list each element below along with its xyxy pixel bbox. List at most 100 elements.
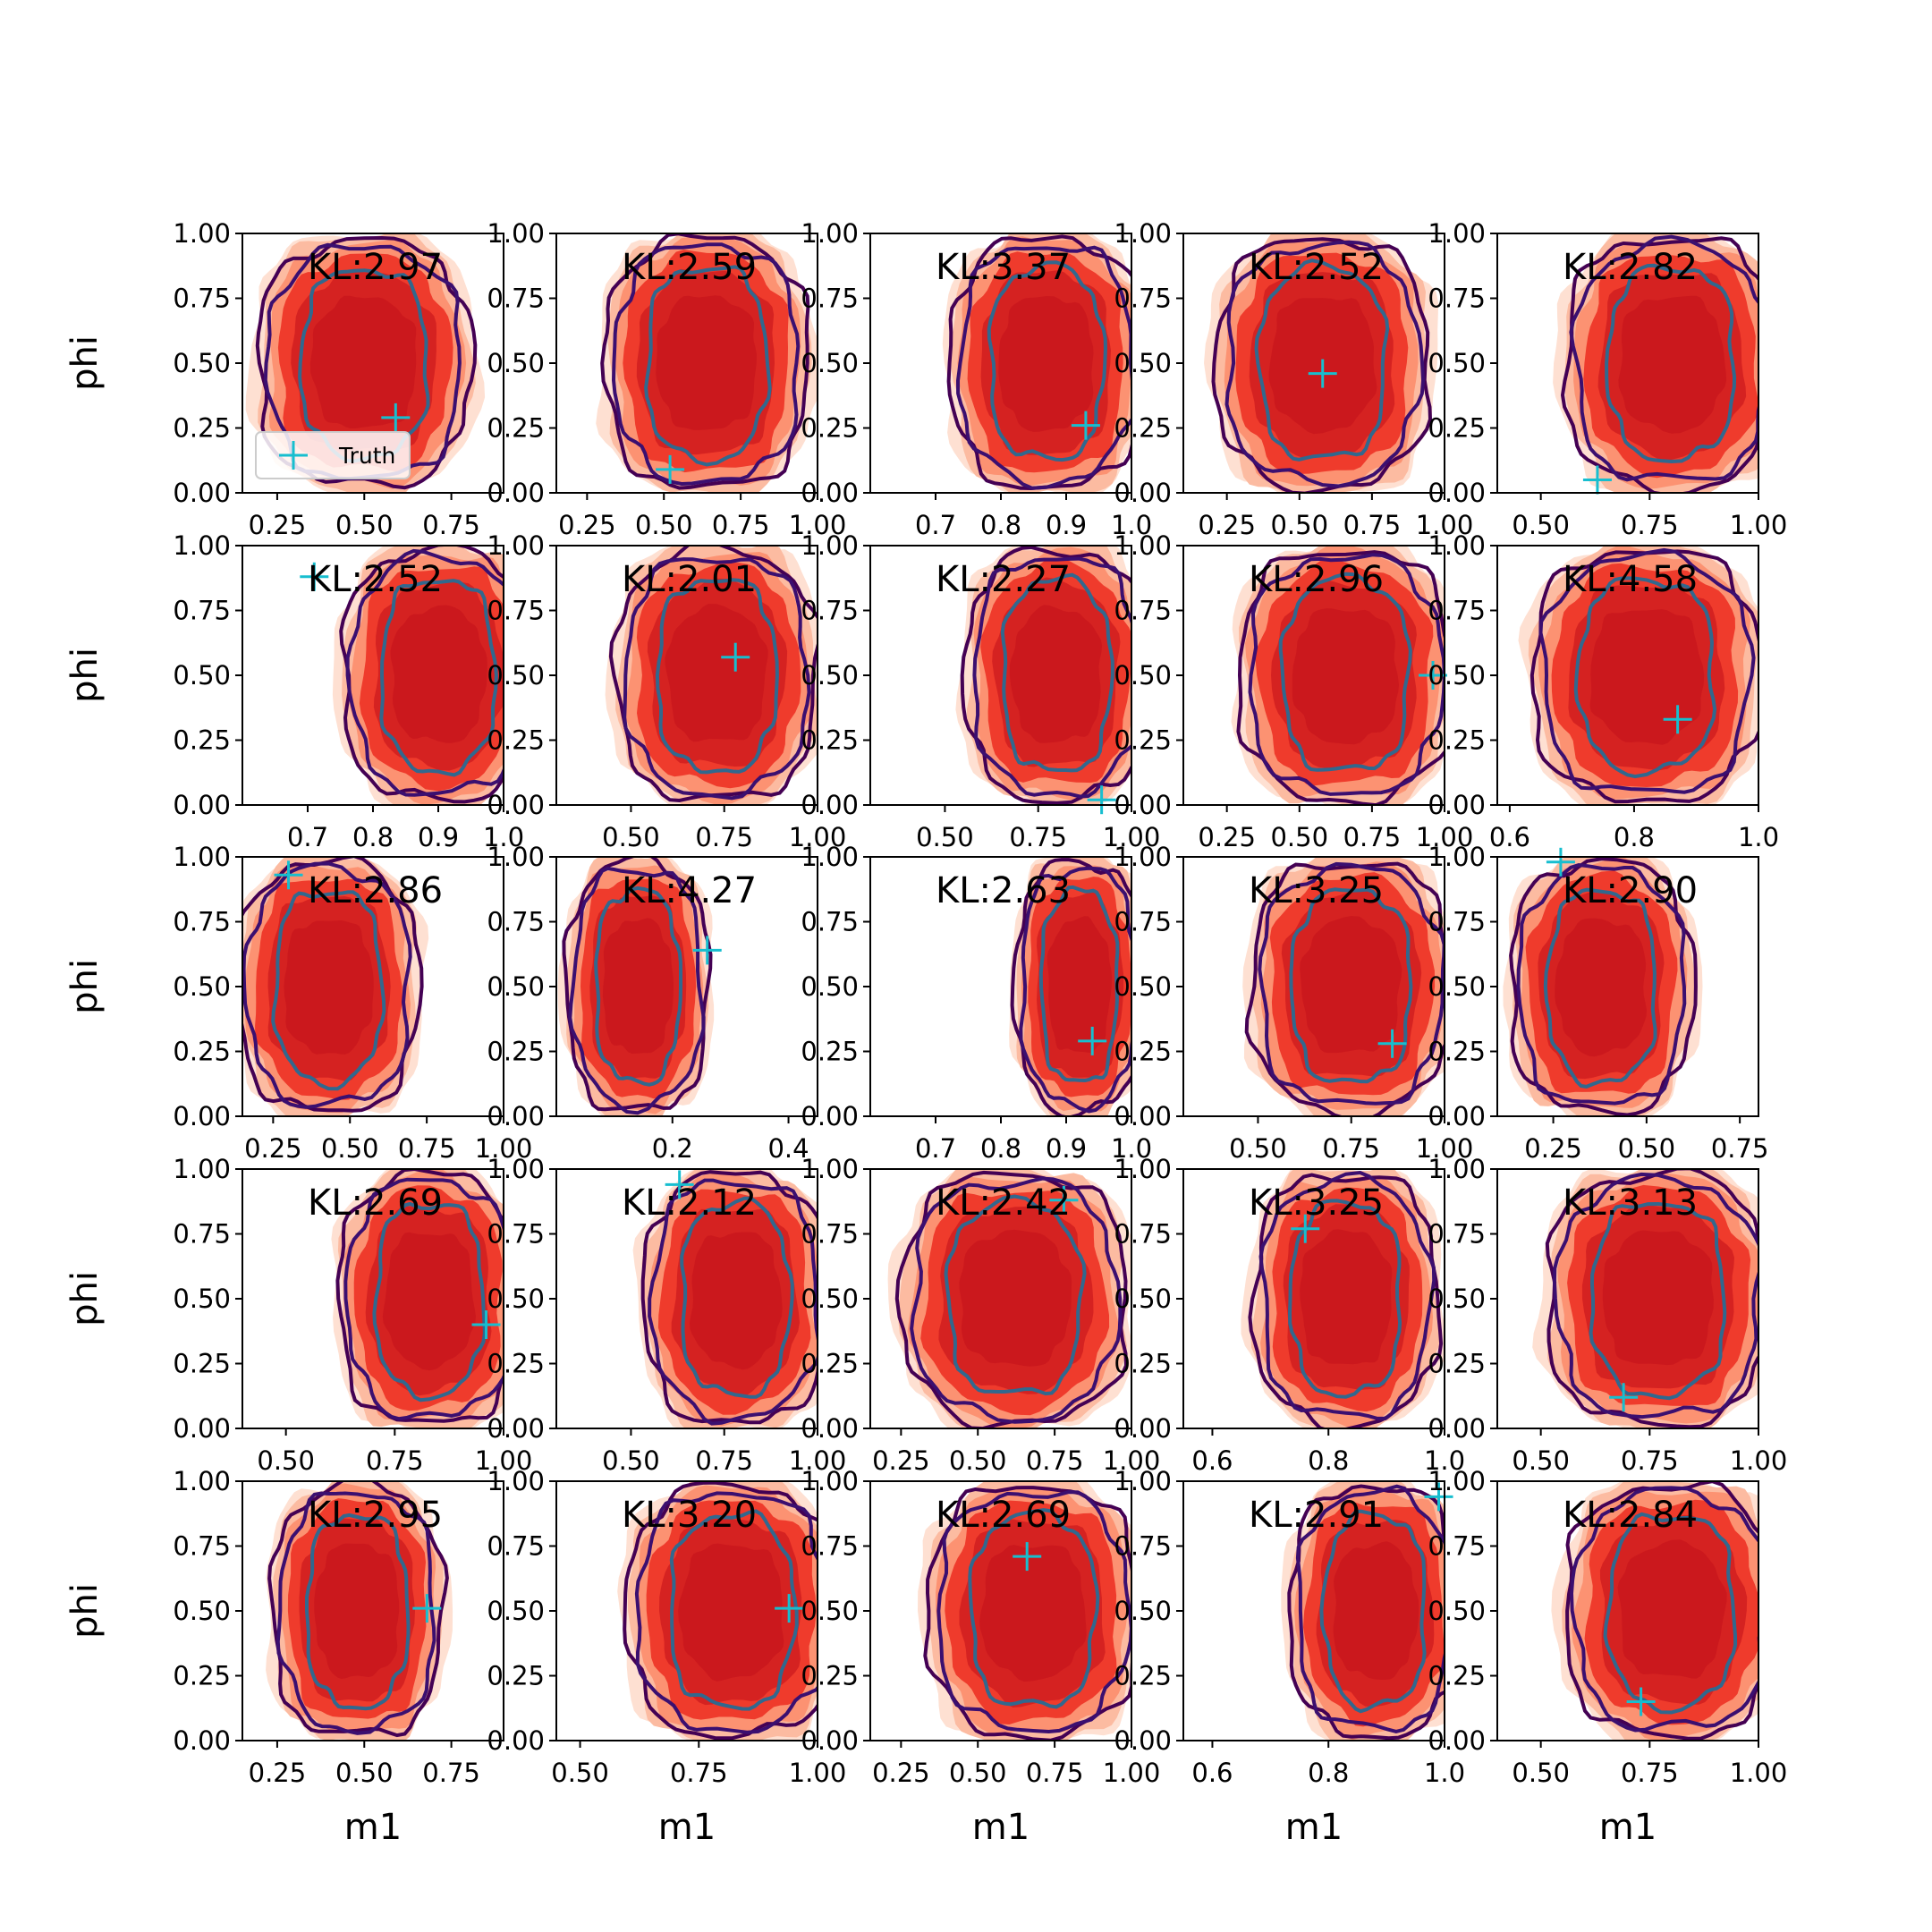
y-tick-label: 0.50 <box>801 1284 859 1314</box>
x-tick-label: 0.25 <box>1198 822 1256 852</box>
subplot-r2-c2: 0.00 0.25 0.50 0.75 1.00 0.7 0.8 0.9 1.0 KL:2.63 <box>801 842 1152 1164</box>
middle-contour-line <box>1258 1170 1436 1420</box>
subplot-r1-c2: 0.00 0.25 0.50 0.75 1.00 0.50 0.75 1.00 KL:2.27 <box>801 530 1160 852</box>
truth-marker <box>412 1594 442 1623</box>
x-tick-label: 0.7 <box>915 1133 956 1164</box>
kl-annotation: KL:2.52 <box>308 559 443 600</box>
middle-contour-line <box>623 557 811 801</box>
y-tick-label: 0.25 <box>1428 1037 1486 1067</box>
subplot-r0-c1: 0.00 0.25 0.50 0.75 1.00 0.25 0.50 0.75 1.00 KL:2… <box>487 218 846 540</box>
x-tick-label: 0.75 <box>366 1445 424 1476</box>
inner-contour-line <box>1038 885 1120 1083</box>
y-tick-label: 1.00 <box>801 1466 859 1496</box>
truth-marker <box>274 860 303 890</box>
x-tick-label: 1.00 <box>1730 1758 1788 1788</box>
x-tick-label: 0.25 <box>244 1133 302 1164</box>
x-tick-label: 0.75 <box>1343 822 1402 852</box>
y-tick-label: 0.75 <box>487 1219 545 1250</box>
x-tick-label: 0.8 <box>980 1133 1021 1164</box>
y-tick-label: 0.75 <box>487 1531 545 1562</box>
subplot-r1-c0: 0.00 0.25 0.50 0.75 1.00 0.7 0.8 0.9 1.0 KL:2.52 p… <box>64 530 524 852</box>
legend: Truth <box>255 431 411 479</box>
y-tick-label: 0.75 <box>1428 284 1486 314</box>
x-tick-label: 0.50 <box>916 822 974 852</box>
density-layer <box>1503 857 1703 1116</box>
kl-annotation: KL:2.84 <box>1563 1495 1698 1536</box>
x-tick-label: 0.50 <box>949 1758 1007 1788</box>
subplot-r1-c3: 0.00 0.25 0.50 0.75 1.00 0.25 0.50 0.75 1.00 KL:2… <box>1114 530 1473 852</box>
y-tick-label: 0.75 <box>1428 1219 1486 1250</box>
x-tick-label: 0.8 <box>1308 1445 1349 1476</box>
truth-marker <box>1419 661 1448 690</box>
outer-contour-line <box>1530 549 1758 804</box>
density-fill-level-6 <box>1589 609 1705 745</box>
y-tick-label: 0.00 <box>487 478 545 508</box>
x-tick-label: 1.00 <box>789 1445 847 1476</box>
density-layer <box>1242 857 1445 1116</box>
y-tick-label: 0.25 <box>1428 1661 1486 1691</box>
y-tick-label: 0.00 <box>487 790 545 820</box>
y-tick-label: 0.00 <box>173 1725 231 1756</box>
truth-marker <box>1582 465 1612 495</box>
y-tick-label: 1.00 <box>487 218 545 249</box>
inner-contour-line <box>1605 263 1737 464</box>
middle-contour-line <box>1516 862 1687 1106</box>
inner-contour-line <box>372 1201 487 1402</box>
y-tick-label: 0.75 <box>1114 907 1172 937</box>
y-tick-label: 0.25 <box>173 1037 231 1067</box>
inner-contour-line <box>1254 258 1390 462</box>
x-tick-label: 0.50 <box>602 822 660 852</box>
outer-contour-line <box>255 235 478 490</box>
x-tick-label: 0.50 <box>1512 1445 1570 1476</box>
y-tick-label: 0.50 <box>173 348 231 378</box>
x-axis-label: m1 <box>1285 1807 1343 1848</box>
y-tick-label: 0.50 <box>487 348 545 378</box>
y-tick-label: 1.00 <box>173 218 231 249</box>
middle-contour-line <box>1258 861 1445 1106</box>
density-layer <box>632 1169 818 1428</box>
inner-contour-line <box>655 578 779 775</box>
subplot-r1-c4: 0.00 0.25 0.50 0.75 1.00 0.6 0.8 1.0 KL:4.58 <box>1428 530 1779 852</box>
y-tick-label: 1.00 <box>173 530 231 561</box>
y-tick-label: 0.75 <box>1428 907 1486 937</box>
y-tick-label: 0.00 <box>1428 1725 1486 1756</box>
density-fill-level-6 <box>1333 1541 1419 1680</box>
middle-contour-line <box>1248 553 1445 796</box>
x-tick-label: 0.75 <box>1621 1758 1679 1788</box>
x-tick-label: 0.8 <box>1308 1758 1349 1788</box>
density-layer <box>266 1481 453 1741</box>
truth-marker <box>656 454 685 484</box>
y-tick-label: 1.00 <box>1114 1466 1172 1496</box>
middle-contour-line <box>955 245 1131 490</box>
x-tick-label: 0.75 <box>1711 1133 1769 1164</box>
x-tick-label: 0.7 <box>287 822 328 852</box>
inner-contour-line <box>305 1513 411 1711</box>
middle-contour-line <box>1295 1484 1445 1733</box>
legend-label: Truth <box>338 443 395 469</box>
y-tick-label: 0.50 <box>173 971 231 1002</box>
density-layer <box>331 1169 504 1428</box>
y-tick-label: 1.00 <box>1114 1154 1172 1184</box>
y-tick-label: 1.00 <box>1114 530 1172 561</box>
inner-contour-line <box>1000 572 1114 773</box>
x-tick-label: 0.75 <box>670 1758 728 1788</box>
y-tick-label: 0.25 <box>1428 1349 1486 1379</box>
outer-contour-line <box>1236 550 1445 805</box>
outer-contour-line <box>640 1170 818 1425</box>
x-tick-label: 1.00 <box>1730 1445 1788 1476</box>
subplot-r2-c4: 0.00 0.25 0.50 0.75 1.00 0.25 0.50 0.75 KL:2.90 <box>1428 842 1768 1164</box>
x-tick-label: 0.50 <box>1270 822 1328 852</box>
x-tick-label: 0.6 <box>1191 1445 1233 1476</box>
inner-contour-line <box>1278 572 1412 772</box>
y-tick-label: 0.75 <box>487 596 545 626</box>
outer-contour-line <box>242 857 424 1113</box>
y-tick-label: 0.75 <box>1428 596 1486 626</box>
y-tick-label: 0.50 <box>801 348 859 378</box>
y-tick-label: 1.00 <box>487 842 545 872</box>
x-tick-label: 0.75 <box>712 510 770 540</box>
middle-contour-line <box>1569 1486 1758 1733</box>
x-axis-label: m1 <box>658 1807 716 1848</box>
truth-marker <box>1308 359 1337 388</box>
y-tick-label: 0.50 <box>1114 1284 1172 1314</box>
y-tick-label: 0.00 <box>801 1101 859 1131</box>
